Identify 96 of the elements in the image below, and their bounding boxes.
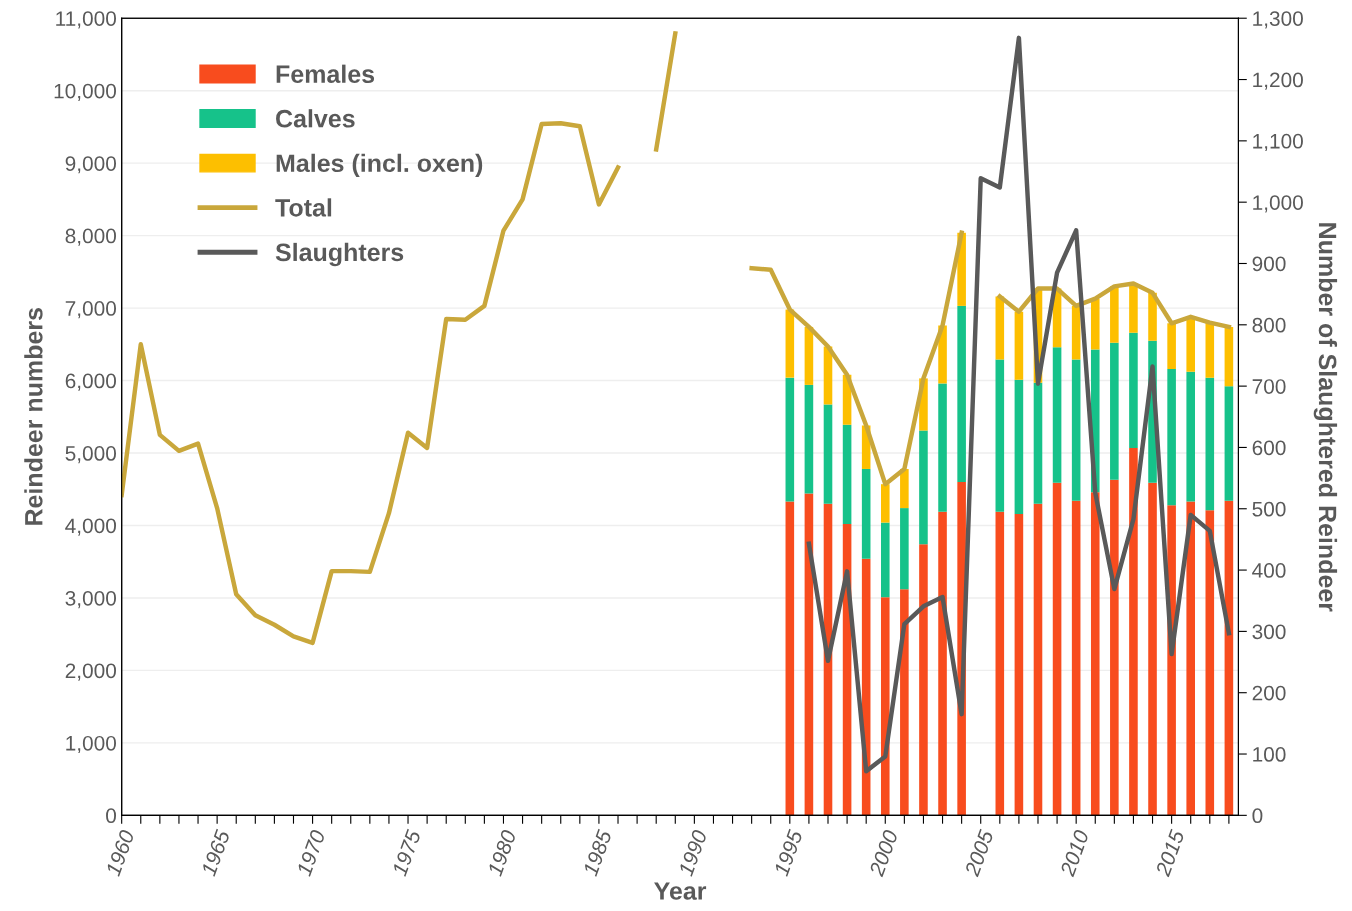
bar xyxy=(995,296,1005,360)
bar xyxy=(842,424,852,525)
x-tick-label: 1995 xyxy=(773,828,804,877)
x-tick-label: 1960 xyxy=(105,828,135,877)
y-tick-label: 0 xyxy=(106,808,117,824)
x-axis-title: Year xyxy=(654,882,707,900)
y2-tick-label: 1,100 xyxy=(1253,133,1303,152)
bar xyxy=(1090,298,1100,350)
bar xyxy=(785,501,795,816)
bar xyxy=(1071,359,1081,501)
y2-tick-label: 600 xyxy=(1252,440,1286,456)
bar xyxy=(1052,482,1062,816)
bar xyxy=(900,468,909,509)
y-tick-label: 3,000 xyxy=(65,590,117,609)
bar xyxy=(785,377,795,502)
bar xyxy=(1071,500,1081,816)
x-tick-label: 2005 xyxy=(964,828,994,878)
bar xyxy=(900,508,909,590)
bar xyxy=(1129,447,1138,816)
bar xyxy=(880,484,890,523)
x-tick-label: 1980 xyxy=(487,828,517,877)
bar xyxy=(995,511,1005,816)
y2-tick-label: 0 xyxy=(1252,808,1263,824)
bar xyxy=(1129,332,1138,448)
bar xyxy=(1224,386,1234,501)
y-tick-label: 1,000 xyxy=(66,735,117,754)
y2-tick-label: 700 xyxy=(1252,379,1286,394)
y-tick-label: 8,000 xyxy=(65,228,117,246)
bar xyxy=(957,305,966,482)
y2-tick-label: 500 xyxy=(1252,501,1286,517)
x-tick-label: 1965 xyxy=(200,828,231,877)
bar xyxy=(880,597,890,816)
bar xyxy=(1148,482,1157,816)
y2-tick-label: 1,000 xyxy=(1253,195,1303,213)
bar xyxy=(823,404,833,504)
y-tick-label: 2,000 xyxy=(65,663,117,681)
bar xyxy=(1071,305,1081,360)
bar xyxy=(1167,323,1176,369)
y2-tick-label: 100 xyxy=(1253,747,1286,762)
x-tick-label: 2015 xyxy=(1155,828,1185,878)
y-tick-label: 5,000 xyxy=(65,446,117,464)
y-tick-label: 11,000 xyxy=(56,11,117,29)
y-axis-title: Reindeer numbers xyxy=(24,308,43,525)
bar xyxy=(1205,377,1215,511)
bar xyxy=(1033,503,1043,816)
x-tick-label: 1985 xyxy=(582,828,613,877)
x-tick-label: 1975 xyxy=(391,828,422,877)
bar xyxy=(1110,286,1119,343)
legend-label: Slaughters xyxy=(275,242,404,267)
y-tick-label: 6,000 xyxy=(65,373,117,391)
bar xyxy=(804,384,814,494)
bar xyxy=(938,511,947,816)
y2-tick-label: 300 xyxy=(1252,624,1286,640)
legend-label: Calves xyxy=(276,109,355,128)
bar xyxy=(1167,368,1176,506)
y2-tick-label: 1,200 xyxy=(1253,72,1303,90)
bar xyxy=(1186,371,1195,502)
x-tick-label: 2000 xyxy=(868,828,899,878)
x-tick-label: 1970 xyxy=(296,828,326,877)
y2-tick-label: 800 xyxy=(1252,317,1286,333)
y-tick-label: 7,000 xyxy=(65,301,117,319)
bar xyxy=(1052,347,1062,483)
bar xyxy=(1186,316,1195,372)
y-tick-label: 9,000 xyxy=(65,156,117,174)
y2-tick-label: 200 xyxy=(1252,685,1286,701)
bar xyxy=(1186,501,1195,816)
x-tick-label: 1990 xyxy=(678,828,708,877)
y2-axis-title: Number of Slaughtered Reindeer xyxy=(1313,223,1338,612)
bar xyxy=(900,589,909,816)
y2-tick-label: 400 xyxy=(1252,563,1286,578)
bar xyxy=(1110,479,1119,816)
bar xyxy=(1014,513,1024,816)
bar xyxy=(1014,379,1024,514)
y2-tick-label: 900 xyxy=(1252,256,1286,272)
bar xyxy=(880,522,890,598)
legend-label: Total xyxy=(275,198,332,217)
bar xyxy=(1033,382,1043,504)
bar xyxy=(861,468,871,559)
legend-label: Females xyxy=(276,64,375,83)
legend-label: Males (incl. oxen) xyxy=(276,153,483,178)
bar xyxy=(1090,492,1100,816)
bar xyxy=(1129,283,1138,333)
bar xyxy=(1110,342,1119,480)
y-tick-label: 4,000 xyxy=(65,518,117,536)
line-series xyxy=(806,35,1232,774)
bar xyxy=(938,383,947,512)
bar xyxy=(1014,311,1024,380)
y-tick-label: 10,000 xyxy=(54,83,117,101)
bar xyxy=(1148,292,1157,341)
bar xyxy=(919,544,928,816)
x-tick-label: 2010 xyxy=(1059,828,1090,878)
bar xyxy=(1205,322,1215,378)
bar xyxy=(1224,326,1234,387)
y2-tick-label: 1,300 xyxy=(1253,11,1303,29)
bar xyxy=(995,359,1005,512)
bar xyxy=(919,430,928,545)
